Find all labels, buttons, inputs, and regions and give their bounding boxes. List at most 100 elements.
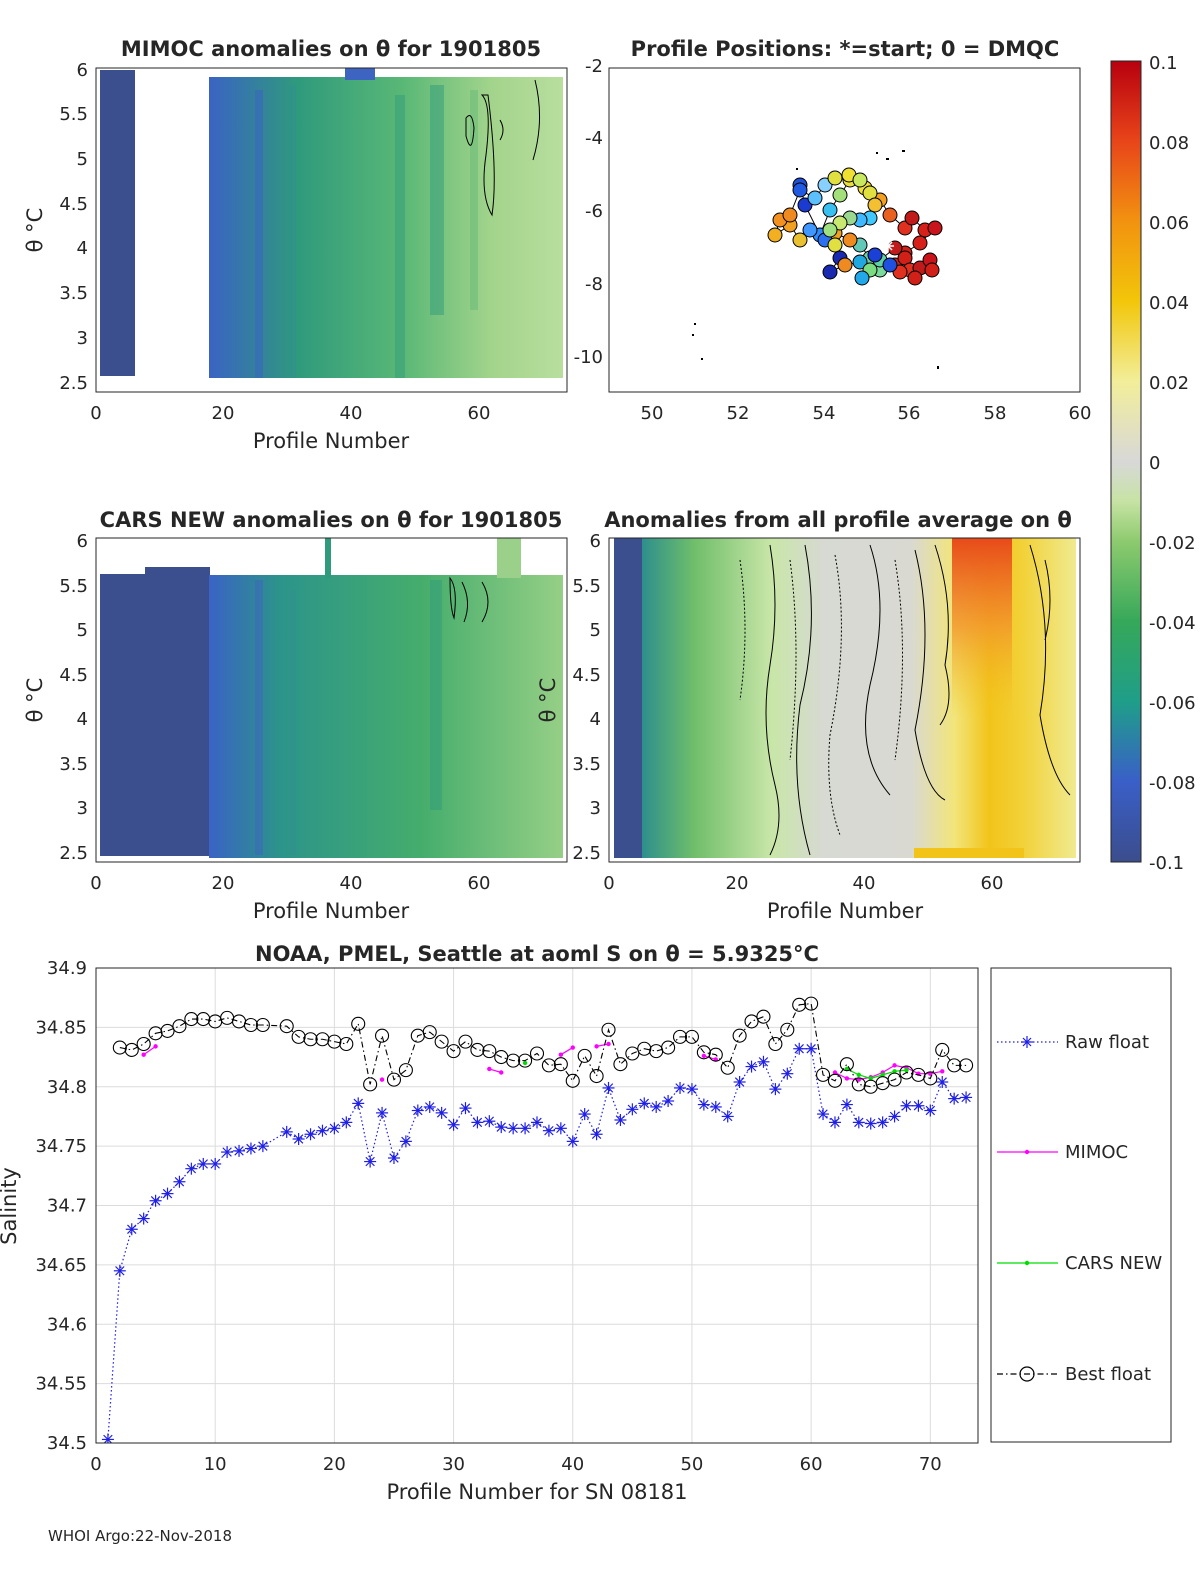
best-float-point bbox=[780, 1022, 795, 1037]
cb-tick: 0.06 bbox=[1149, 213, 1189, 234]
raw-float-point bbox=[244, 1142, 257, 1155]
mimoc-point bbox=[606, 1041, 611, 1047]
raw-float-point bbox=[352, 1097, 365, 1110]
mimoc-point bbox=[832, 1070, 838, 1075]
best-float-point bbox=[732, 1028, 747, 1043]
best-float-point bbox=[398, 1063, 413, 1078]
best-float-line bbox=[119, 1003, 967, 1088]
mimoc-point bbox=[499, 1070, 504, 1075]
raw-float-point bbox=[423, 1100, 436, 1113]
y-tick: -4 bbox=[585, 128, 603, 149]
profile-dot bbox=[837, 257, 853, 273]
y-tick: 2.5 bbox=[59, 373, 88, 394]
raw-float-point bbox=[125, 1223, 138, 1236]
y-tick: 4 bbox=[77, 238, 88, 259]
mimoc-frame bbox=[95, 67, 568, 393]
cb-tick: -0.02 bbox=[1149, 533, 1196, 554]
best-float-point bbox=[672, 1029, 688, 1044]
x-tick: 40 bbox=[340, 403, 363, 424]
raw-float-point bbox=[542, 1124, 555, 1137]
cars-ylabel: θ °C bbox=[23, 678, 47, 723]
y-tick: 4 bbox=[590, 709, 601, 730]
cb-tick: -0.08 bbox=[1149, 773, 1196, 794]
mimoc-point bbox=[844, 1076, 850, 1081]
best-float-point bbox=[744, 1014, 759, 1029]
mimoc-ylabel: θ °C bbox=[23, 208, 47, 253]
salinity-xlabel: Profile Number for SN 08181 bbox=[386, 1480, 687, 1504]
x-tick: 56 bbox=[898, 403, 921, 424]
positions-x-ticks: 50 52 54 56 58 60 bbox=[641, 403, 1092, 424]
raw-float-point bbox=[805, 1042, 818, 1055]
cb-tick: 0.02 bbox=[1149, 373, 1189, 394]
best-float-point bbox=[816, 1067, 831, 1082]
raw-float-point bbox=[888, 1110, 901, 1123]
x-tick: 0 bbox=[90, 1454, 101, 1475]
best-float-point bbox=[386, 1072, 402, 1087]
mimoc-point bbox=[713, 1057, 718, 1062]
best-float-point bbox=[804, 996, 819, 1011]
y-tick: -10 bbox=[574, 347, 603, 368]
best-float-point bbox=[112, 1040, 127, 1055]
mimoc-point bbox=[892, 1063, 897, 1068]
y-tick: 6 bbox=[77, 531, 88, 552]
colorbar: 0.1 0.08 0.06 0.04 0.02 0 -0.02 -0.04 -0… bbox=[1110, 53, 1196, 874]
x-tick: 30 bbox=[442, 1454, 465, 1475]
raw-float-point bbox=[137, 1212, 150, 1225]
cars-x-ticks: 0 20 40 60 bbox=[90, 873, 490, 894]
y-tick: 5.5 bbox=[59, 104, 88, 125]
best-float-point bbox=[601, 1022, 616, 1037]
y-tick: -2 bbox=[585, 56, 603, 77]
cars-contour bbox=[449, 576, 489, 623]
profile-dot bbox=[907, 270, 923, 286]
y-tick: 4.5 bbox=[572, 665, 601, 686]
y-tick: 2.5 bbox=[59, 843, 88, 864]
cars-y-ticks: 2.5 3 3.5 4 4.5 5 5.5 6 bbox=[59, 531, 88, 864]
y-tick: 34.5 bbox=[47, 1433, 87, 1454]
raw-float-point bbox=[471, 1116, 484, 1129]
profile-dot bbox=[767, 227, 783, 243]
profile-dot bbox=[882, 207, 898, 223]
profile-dot bbox=[832, 187, 848, 203]
mimoc-point bbox=[594, 1044, 599, 1049]
x-tick: 20 bbox=[323, 1454, 346, 1475]
mimoc-point bbox=[153, 1044, 158, 1049]
x-tick: 20 bbox=[726, 873, 749, 894]
avg-bottom-band bbox=[914, 848, 1024, 858]
mimoc-streak bbox=[290, 85, 296, 378]
x-tick: 54 bbox=[813, 403, 836, 424]
profile-dot bbox=[782, 207, 798, 223]
colorbar-gradient bbox=[1110, 60, 1142, 863]
x-tick: 0 bbox=[90, 403, 101, 424]
best-float-point bbox=[303, 1032, 318, 1047]
raw-float-point bbox=[614, 1114, 627, 1126]
mimoc-block-early bbox=[100, 70, 135, 376]
raw-float-point bbox=[399, 1135, 412, 1148]
avg-y-ticks: 2.5 3 3.5 4 4.5 5 5.5 6 bbox=[572, 531, 601, 864]
best-float-point bbox=[959, 1058, 974, 1073]
raw-float-point bbox=[864, 1117, 877, 1130]
cars-block-main bbox=[209, 575, 563, 858]
raw-float-point bbox=[745, 1060, 758, 1073]
cb-tick: -0.06 bbox=[1149, 693, 1196, 714]
avg-frame bbox=[608, 537, 1081, 863]
raw-float-point bbox=[328, 1122, 341, 1135]
raw-float-point bbox=[912, 1099, 925, 1112]
raw-float-point bbox=[590, 1128, 603, 1141]
mimoc-line bbox=[143, 1045, 156, 1056]
raw-float-point bbox=[733, 1076, 746, 1088]
cars-block-early bbox=[100, 574, 210, 856]
x-tick: 70 bbox=[919, 1454, 942, 1475]
raw-float-point bbox=[173, 1175, 186, 1188]
best-float-point bbox=[899, 1065, 914, 1080]
profile-dot bbox=[912, 235, 928, 251]
y-tick: 6 bbox=[77, 60, 88, 81]
positions-title: Profile Positions: *=start; 0 = DMQC bbox=[631, 37, 1060, 61]
x-tick: 40 bbox=[853, 873, 876, 894]
best-float-point bbox=[756, 1009, 771, 1024]
raw-float-point bbox=[566, 1135, 579, 1148]
raw-float-point bbox=[936, 1076, 949, 1088]
best-float-point bbox=[506, 1053, 521, 1068]
raw-float-point bbox=[650, 1100, 663, 1113]
positions-frame bbox=[608, 67, 1081, 393]
raw-float-point bbox=[101, 1433, 114, 1443]
